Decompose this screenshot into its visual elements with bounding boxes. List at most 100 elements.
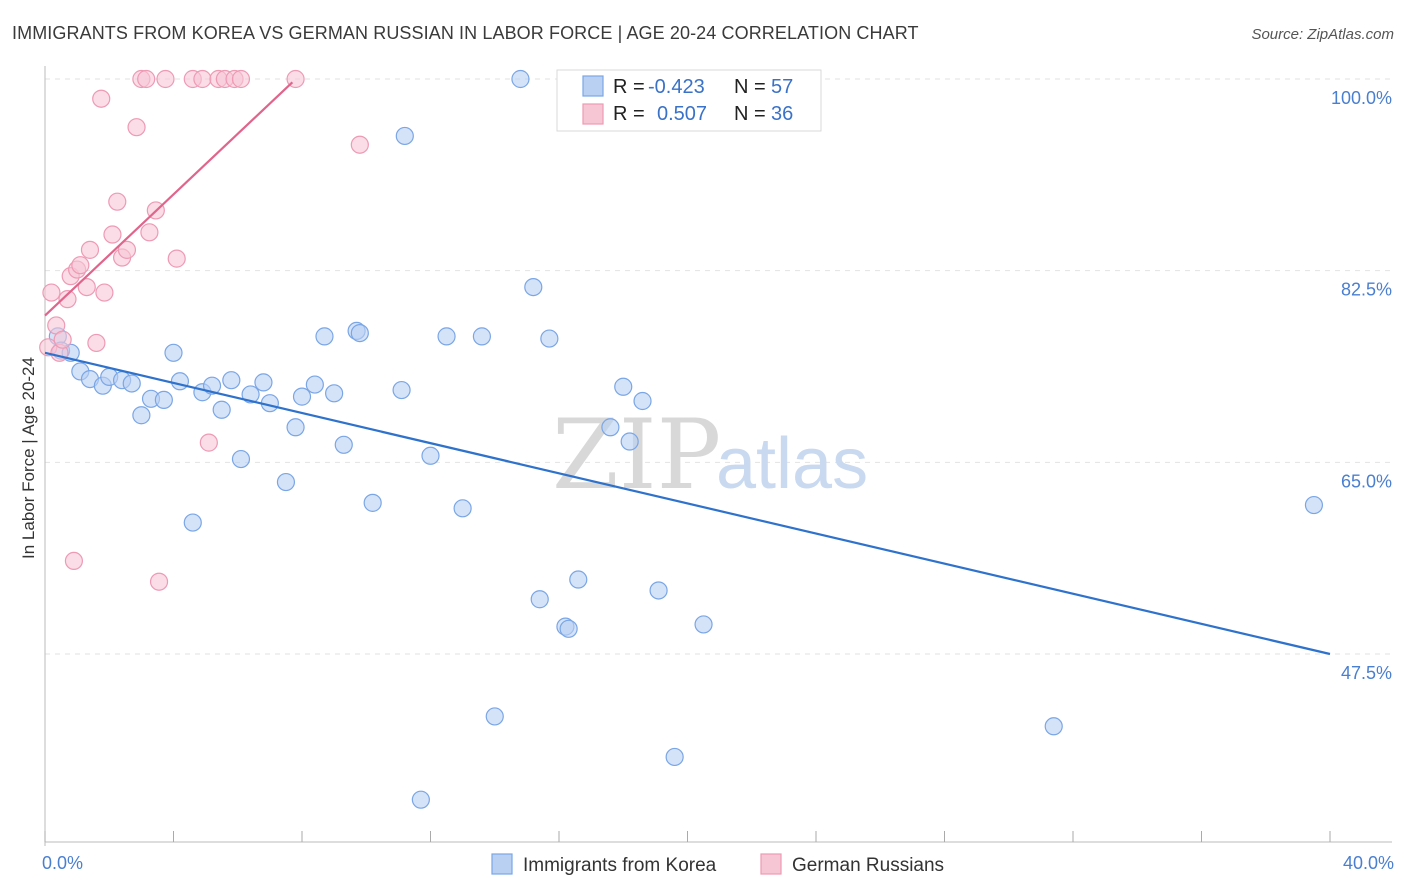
german-russian-point-1 xyxy=(42,283,61,302)
legend-swatch-german-russian xyxy=(760,853,782,875)
german-russian-point-29 xyxy=(199,433,218,452)
stats-r-label-german-russian: R = xyxy=(613,103,645,125)
german-russian-point-16 xyxy=(108,192,127,211)
korea-point-53 xyxy=(665,747,684,767)
trend-lines xyxy=(44,81,1331,656)
german-russian-point-33 xyxy=(231,69,251,89)
korea-point-8 xyxy=(122,374,141,393)
german-russian-point-11 xyxy=(80,240,100,259)
korea-point-55 xyxy=(1044,717,1063,736)
korea-point-13 xyxy=(170,372,190,391)
korea-point-18 xyxy=(222,371,241,390)
watermark-zip: ZIP xyxy=(552,399,721,511)
korea-point-43 xyxy=(530,590,549,609)
korea-point-54 xyxy=(694,615,713,634)
korea-point-46 xyxy=(559,619,578,638)
korea-point-17 xyxy=(212,400,231,419)
korea-point-9 xyxy=(132,406,151,425)
korea-point-56 xyxy=(1304,495,1324,515)
german-russian-point-15 xyxy=(103,225,122,244)
korea-point-41 xyxy=(511,69,530,89)
german-russian-point-12 xyxy=(87,333,106,353)
korea-point-27 xyxy=(315,327,334,346)
stats-swatch-korea xyxy=(582,75,604,97)
chart-source: Source: ZipAtlas.com xyxy=(1251,26,1394,43)
y-axis-label: In Labor Force | Age 20-24 xyxy=(19,357,38,559)
y-tick-label-0: 100.0% xyxy=(1331,88,1392,108)
korea-point-19 xyxy=(231,449,251,469)
german-russian-point-13 xyxy=(92,89,111,108)
stats-n-label-korea: N = xyxy=(734,76,766,98)
legend-label-korea: Immigrants from Korea xyxy=(523,855,717,876)
y-tick-label-3: 47.5% xyxy=(1341,663,1392,683)
german-russian-point-35 xyxy=(350,135,369,154)
korea-point-26 xyxy=(305,375,324,394)
korea-point-14 xyxy=(183,513,202,532)
legend-label-german-russian: German Russians xyxy=(792,855,944,876)
german-russian-point-18 xyxy=(117,240,137,259)
korea-point-48 xyxy=(601,418,620,437)
stats-n-value-korea: 57 xyxy=(771,76,793,98)
korea-point-49 xyxy=(614,377,633,396)
german-russian-point-21 xyxy=(137,69,156,89)
korea-point-21 xyxy=(254,373,273,392)
korea-point-12 xyxy=(164,343,183,362)
scatter-points xyxy=(39,69,1324,809)
korea-point-34 xyxy=(395,126,414,146)
german-russian-point-10 xyxy=(77,277,96,297)
x-tick-labels: 0.0% 40.0% xyxy=(42,853,1394,873)
stats-r-label-korea: R = xyxy=(613,76,645,98)
korea-point-23 xyxy=(276,472,296,492)
korea-point-35 xyxy=(411,790,430,809)
y-tick-label-2: 65.0% xyxy=(1341,471,1392,491)
korea-point-38 xyxy=(453,499,472,518)
korea-point-33 xyxy=(392,380,411,400)
watermark-atlas: atlas xyxy=(716,424,868,504)
x-tick-label-0: 0.0% xyxy=(42,853,83,873)
grid-lines xyxy=(45,78,1392,655)
stats-n-value-german-russian: 36 xyxy=(771,103,793,125)
german-russian-point-28 xyxy=(193,69,212,89)
korea-point-40 xyxy=(485,707,504,726)
korea-point-32 xyxy=(363,493,382,512)
axes xyxy=(44,66,1392,846)
german-russian-point-19 xyxy=(127,118,146,137)
german-russian-point-14 xyxy=(95,283,114,302)
korea-point-28 xyxy=(325,384,344,403)
german-russian-point-7 xyxy=(64,551,84,571)
korea-point-37 xyxy=(437,327,456,346)
korea-trend-line xyxy=(44,351,1331,656)
stats-n-label-german-russian: N = xyxy=(734,103,766,125)
german-russian-point-9 xyxy=(71,256,90,275)
x-tick-label-1: 40.0% xyxy=(1343,853,1394,873)
korea-point-39 xyxy=(472,327,491,346)
korea-point-24 xyxy=(286,418,305,437)
legend-swatch-korea xyxy=(491,853,513,875)
korea-point-25 xyxy=(292,387,312,406)
german-russian-point-25 xyxy=(156,69,175,89)
german-russian-point-24 xyxy=(149,572,169,591)
korea-point-51 xyxy=(633,391,652,411)
korea-point-36 xyxy=(421,446,440,465)
korea-point-31 xyxy=(350,323,369,343)
korea-point-11 xyxy=(154,390,173,410)
chart-title: IMMIGRANTS FROM KOREA VS GERMAN RUSSIAN … xyxy=(12,23,919,43)
y-tick-label-1: 82.5% xyxy=(1341,280,1392,300)
korea-point-44 xyxy=(540,329,559,348)
german-russian-trend-line xyxy=(44,81,294,317)
korea-point-29 xyxy=(334,435,353,454)
german-russian-point-4 xyxy=(53,330,72,349)
german-russian-point-5 xyxy=(58,290,77,309)
korea-point-50 xyxy=(620,432,639,451)
korea-point-47 xyxy=(569,570,588,589)
stats-r-value-korea: -0.423 xyxy=(648,76,705,98)
stats-swatch-german-russian xyxy=(582,103,604,125)
korea-point-20 xyxy=(241,385,260,404)
y-tick-labels: 100.0% 82.5% 65.0% 47.5% xyxy=(1331,88,1392,683)
german-russian-point-26 xyxy=(167,249,186,268)
korea-point-42 xyxy=(524,277,543,297)
stats-legend: R = -0.423 N = 57 R = 0.507 N = 36 xyxy=(556,69,822,132)
german-russian-point-22 xyxy=(140,223,159,242)
stats-r-value-german-russian: 0.507 xyxy=(657,103,707,125)
